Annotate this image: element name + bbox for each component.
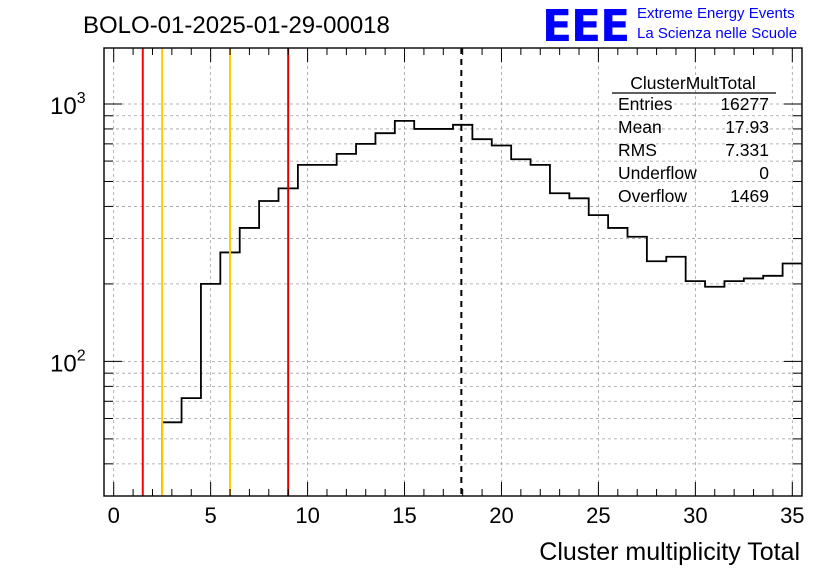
stats-row-value: 17.93 <box>725 117 769 137</box>
x-tick-label: 10 <box>295 503 319 528</box>
stats-row-label: Mean <box>618 117 662 137</box>
run-title: BOLO-01-2025-01-29-00018 <box>83 12 390 39</box>
stats-row-label: Underflow <box>618 163 697 183</box>
histogram-bin <box>647 261 666 496</box>
histogram-bin <box>162 422 181 496</box>
histogram-bin <box>434 129 453 496</box>
x-tick-label: 0 <box>108 503 120 528</box>
histogram-bin <box>472 139 491 496</box>
histogram-bin <box>763 276 782 496</box>
histogram-bin <box>550 193 569 496</box>
x-tick-label: 25 <box>586 503 610 528</box>
histogram-bin <box>492 145 511 496</box>
histogram-bin <box>783 264 802 496</box>
histogram-bin <box>666 257 685 496</box>
histogram-bin <box>259 201 278 496</box>
histogram-bin <box>569 198 588 496</box>
histogram-bin <box>201 284 220 496</box>
x-tick-label: 35 <box>780 503 804 528</box>
x-tick-label: 20 <box>489 503 513 528</box>
y-tick-label: 103 <box>50 90 86 120</box>
plot-frame <box>103 47 803 497</box>
stats-row-value: 7.331 <box>725 140 769 160</box>
stats-row-label: Entries <box>618 94 673 114</box>
histogram-bin <box>589 215 608 496</box>
histogram-bin <box>608 228 627 496</box>
histogram-bin <box>298 165 317 496</box>
histogram-bin <box>337 154 356 496</box>
eee-logo: EEE Extreme Energy Events La Scienza nel… <box>542 1 797 52</box>
stats-row-value: 16277 <box>720 94 769 114</box>
histogram-bin <box>744 278 763 496</box>
cut-lines <box>141 48 463 496</box>
axes: 0 5 10 15 20 25 30 35 102 103 <box>50 48 805 528</box>
histogram-bin <box>705 287 724 496</box>
x-axis-label: Cluster multiplicity Total <box>539 538 800 566</box>
histogram-bin <box>531 165 550 496</box>
stats-row-label: Overflow <box>618 186 687 206</box>
y-tick-label: 102 <box>50 347 86 377</box>
stats-row-value: 1469 <box>730 186 769 206</box>
x-tick-label: 5 <box>205 503 217 528</box>
histogram-bin <box>628 237 647 496</box>
histogram-bin <box>240 228 259 496</box>
histogram-series <box>161 119 802 496</box>
grid <box>104 48 802 496</box>
histogram-bin <box>414 129 433 496</box>
stats-box-title: ClusterMultTotal <box>630 73 755 93</box>
histogram-bin <box>511 159 530 496</box>
histogram-bin <box>724 281 743 496</box>
stats-row-label: RMS <box>618 140 657 160</box>
stats-box: ClusterMultTotal Entries 16277 Mean 17.93 RM… <box>612 73 776 206</box>
histogram-line <box>161 119 802 496</box>
x-tick-label: 30 <box>683 503 707 528</box>
histogram-bin <box>317 165 336 496</box>
eee-logo-text: EEE <box>542 1 629 52</box>
histogram-bin <box>375 133 394 496</box>
histogram-bin <box>395 121 414 496</box>
histogram-bin <box>453 125 472 496</box>
histogram-bin <box>182 398 201 496</box>
eee-logo-line1: Extreme Energy Events <box>637 5 795 22</box>
stats-row-value: 0 <box>759 163 769 183</box>
histogram-bin <box>686 281 705 496</box>
eee-logo-line2: La Scienza nelle Scuole <box>637 25 797 42</box>
histogram-bin <box>356 144 375 496</box>
x-tick-label: 15 <box>392 503 416 528</box>
